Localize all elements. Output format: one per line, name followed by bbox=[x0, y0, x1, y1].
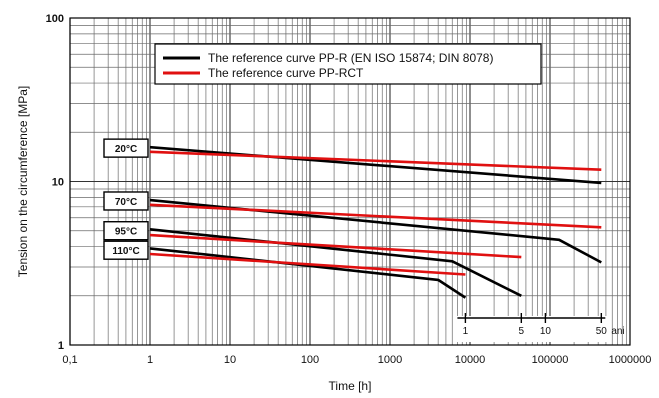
temperature-label: 20°C bbox=[115, 144, 137, 155]
x-tick-label: 10000 bbox=[455, 354, 486, 366]
x-tick-label: 1000 bbox=[378, 354, 402, 366]
x-tick-label: 100 bbox=[301, 354, 319, 366]
years-unit-label: ani bbox=[611, 326, 624, 337]
temperature-label: 70°C bbox=[115, 197, 137, 208]
series-lines bbox=[149, 145, 602, 299]
series-line bbox=[149, 203, 602, 229]
temperature-label-box bbox=[103, 191, 149, 211]
y-axis-label: Tension on the circumference [MPa] bbox=[16, 86, 30, 277]
y-tick-label: 1 bbox=[58, 340, 64, 352]
temperature-label-box bbox=[103, 240, 149, 260]
x-tick-label: 10 bbox=[224, 354, 236, 366]
x-tick-label: 100000 bbox=[532, 354, 569, 366]
years-tick-label: 10 bbox=[540, 326, 552, 337]
years-tick-label: 50 bbox=[596, 326, 608, 337]
x-tick-label: 1 bbox=[147, 354, 153, 366]
y-tick-label: 10 bbox=[52, 177, 64, 189]
temperature-label-box bbox=[103, 138, 149, 158]
years-tick-label: 1 bbox=[463, 326, 469, 337]
legend-label: The reference curve PP-R (EN ISO 15874; … bbox=[208, 51, 493, 65]
y-tick-label: 100 bbox=[46, 13, 64, 25]
x-axis-label: Time [h] bbox=[329, 379, 372, 393]
legend: The reference curve PP-R (EN ISO 15874; … bbox=[154, 43, 542, 85]
years-scale-backdrop bbox=[453, 316, 610, 342]
grid bbox=[69, 18, 630, 346]
temperature-labels: 20°C 70°C 95°C 110°C bbox=[103, 138, 149, 260]
temperature-label-box bbox=[103, 221, 149, 241]
years-scale: 1 5 10 50 ani bbox=[453, 313, 625, 342]
plot-frame bbox=[69, 17, 631, 346]
legend-box bbox=[154, 43, 542, 85]
series-line bbox=[149, 247, 467, 299]
series-line bbox=[149, 252, 466, 276]
series-line bbox=[149, 145, 602, 185]
series-line bbox=[149, 198, 602, 264]
legend-label: The reference curve PP-RCT bbox=[208, 66, 364, 80]
series-line bbox=[149, 233, 522, 259]
series-line bbox=[149, 150, 602, 171]
temperature-label: 110°C bbox=[112, 246, 139, 257]
years-tick-label: 5 bbox=[519, 326, 525, 337]
temperature-label: 95°C bbox=[115, 227, 137, 238]
x-tick-label: 1000000 bbox=[609, 354, 652, 366]
tick-labels: 0,1 1 10 100 1000 10000 100000 1000000 1 10 100 bbox=[46, 13, 652, 366]
x-tick-label: 0,1 bbox=[62, 354, 77, 366]
